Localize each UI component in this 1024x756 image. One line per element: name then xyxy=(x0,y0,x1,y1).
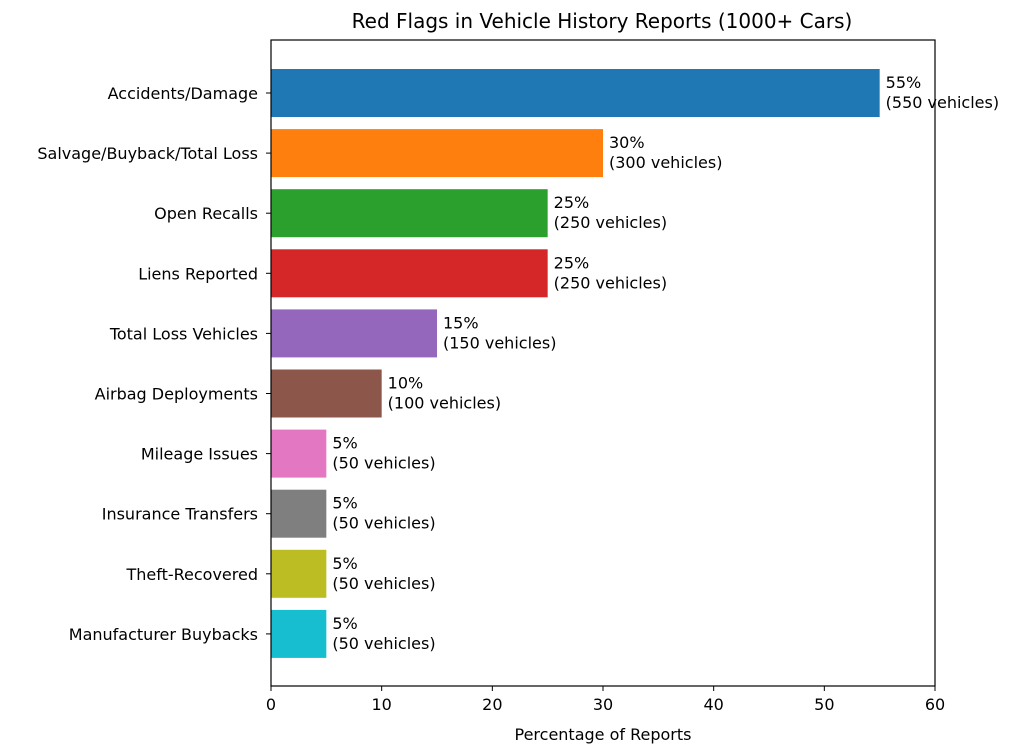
bar xyxy=(271,129,603,178)
category-label: Accidents/Damage xyxy=(108,84,258,103)
data-label-count: (550 vehicles) xyxy=(886,93,999,112)
chart-title: Red Flags in Vehicle History Reports (10… xyxy=(352,9,853,33)
bar xyxy=(271,429,327,478)
data-label-count: (50 vehicles) xyxy=(332,574,435,593)
data-label-percent: 25% xyxy=(554,193,590,212)
category-label: Airbag Deployments xyxy=(95,385,258,404)
data-label-count: (50 vehicles) xyxy=(332,454,435,473)
category-label: Liens Reported xyxy=(138,264,258,283)
data-label-percent: 5% xyxy=(332,434,357,453)
data-label-percent: 15% xyxy=(443,313,479,332)
category-labels-layer: Accidents/Damage Salvage/Buyback/Total Lo… xyxy=(37,84,271,644)
data-label-percent: 30% xyxy=(609,133,645,152)
data-label-percent: 5% xyxy=(332,614,357,633)
category-label: Theft-Recovered xyxy=(125,565,258,584)
x-tick-label: 30 xyxy=(593,695,613,714)
x-tick-label: 0 xyxy=(266,695,276,714)
data-label-count: (150 vehicles) xyxy=(443,333,556,352)
data-label-percent: 10% xyxy=(388,374,424,393)
x-tick-label: 40 xyxy=(703,695,723,714)
category-label: Manufacturer Buybacks xyxy=(69,625,258,644)
plot-frame xyxy=(270,39,936,687)
category-label: Insurance Transfers xyxy=(102,505,258,524)
data-label-percent: 5% xyxy=(332,554,357,573)
category-label: Mileage Issues xyxy=(141,445,258,464)
x-tick-label: 50 xyxy=(814,695,834,714)
x-axis-label: Percentage of Reports xyxy=(515,725,692,744)
x-ticks-layer: 0 10 20 30 40 50 60 xyxy=(266,686,945,714)
category-label: Open Recalls xyxy=(154,204,258,223)
data-label-count: (250 vehicles) xyxy=(554,213,667,232)
bar xyxy=(271,609,327,658)
bar xyxy=(271,69,880,117)
data-label-count: (250 vehicles) xyxy=(554,273,667,292)
bar xyxy=(271,249,548,298)
data-label-percent: 5% xyxy=(332,494,357,513)
bar xyxy=(271,369,382,418)
data-label-count: (300 vehicles) xyxy=(609,153,722,172)
data-label-count: (50 vehicles) xyxy=(332,514,435,533)
x-tick-label: 20 xyxy=(482,695,502,714)
data-labels-layer: 55%(550 vehicles)30%(300 vehicles)25%(25… xyxy=(332,73,999,653)
bar xyxy=(271,309,437,358)
data-label-percent: 25% xyxy=(554,253,590,272)
category-label: Total Loss Vehicles xyxy=(109,324,258,343)
bar xyxy=(271,489,327,538)
bar xyxy=(271,549,327,598)
data-label-count: (100 vehicles) xyxy=(388,394,501,413)
category-label: Salvage/Buyback/Total Loss xyxy=(37,144,258,163)
bar xyxy=(271,189,548,238)
data-label-count: (50 vehicles) xyxy=(332,634,435,653)
x-tick-label: 60 xyxy=(925,695,945,714)
bars-layer xyxy=(271,69,880,658)
data-label-percent: 55% xyxy=(886,73,922,92)
x-tick-label: 10 xyxy=(371,695,391,714)
